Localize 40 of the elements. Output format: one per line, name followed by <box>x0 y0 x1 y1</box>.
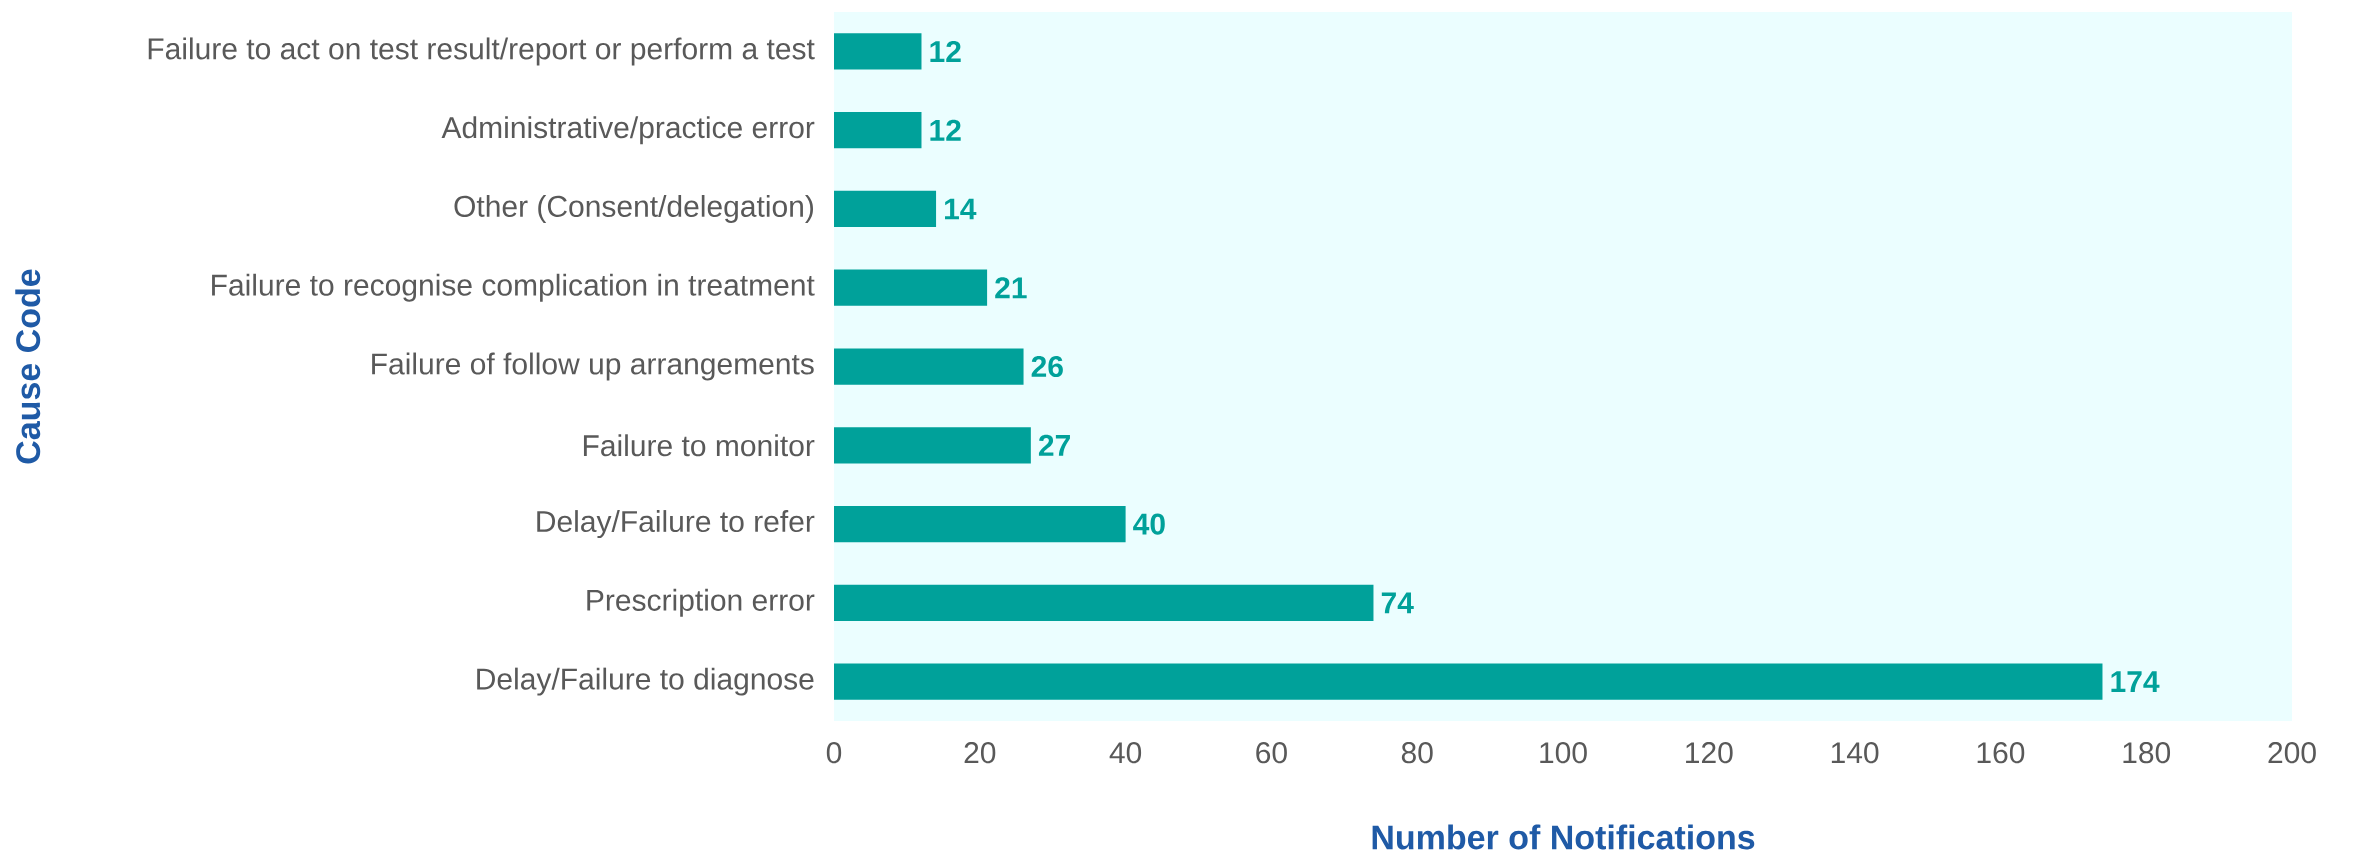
bar <box>834 584 1374 621</box>
x-tick-label: 100 <box>1540 742 1587 764</box>
bar <box>834 427 1031 464</box>
y-tick-label: Delay/Failure to refer <box>537 510 815 538</box>
y-tick-label: Failure to act on test result/report or perform a test <box>148 37 815 66</box>
x-tick-label: 180 <box>2123 742 2171 764</box>
x-tick-label: 160 <box>1977 742 2025 764</box>
bar <box>834 112 922 149</box>
data-label: 40 <box>1133 513 1165 535</box>
y-tick-label: Other (Consent/delegation) <box>454 194 813 223</box>
bar <box>834 348 1024 385</box>
data-label: 21 <box>995 277 1027 299</box>
y-tick-label: Delay/Failure to diagnose <box>477 667 814 696</box>
y-tick-label: Failure of follow up arrangements <box>372 352 814 381</box>
data-label: 174 <box>2111 671 2160 692</box>
y-tick-label: Prescription error <box>587 588 815 617</box>
data-label: 14 <box>945 198 977 220</box>
y-tick-label: Failure to recognise complication in treatment <box>212 273 815 302</box>
y-axis-title: Cause Code <box>15 269 41 464</box>
x-tick-label: 120 <box>1686 742 1733 764</box>
data-label: 12 <box>930 40 961 62</box>
x-tick-label: 80 <box>1401 742 1433 764</box>
x-tick-label: 200 <box>2268 742 2316 764</box>
x-axis-title: Number of Notifications <box>1372 824 1755 850</box>
x-tick-label: 20 <box>964 742 996 764</box>
data-label: 74 <box>1381 592 1414 614</box>
x-tick-label: 140 <box>1831 742 1879 764</box>
data-label: 12 <box>930 119 961 141</box>
x-tick-label: 0 <box>826 742 842 764</box>
bar <box>834 33 922 70</box>
y-tick-label: Administrative/practice error <box>441 116 815 145</box>
x-tick-label: 60 <box>1256 742 1287 764</box>
bar <box>834 190 937 228</box>
y-tick-label: Failure to monitor <box>583 434 815 457</box>
data-label: 27 <box>1038 434 1070 456</box>
bar <box>834 269 988 306</box>
bar <box>834 505 1126 543</box>
bar <box>834 663 2103 700</box>
data-label: 26 <box>1031 355 1063 378</box>
x-tick-label: 40 <box>1109 742 1142 764</box>
